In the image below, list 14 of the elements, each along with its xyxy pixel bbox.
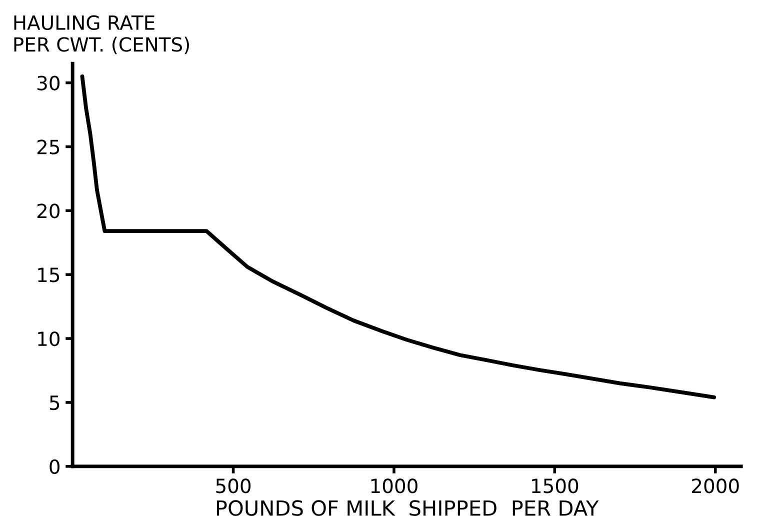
x-tick-label: 500 <box>216 478 251 494</box>
y-tick-label: 30 <box>38 76 60 90</box>
x-axis-title: POUNDS OF MILK SHIPPED PER DAY <box>216 500 599 516</box>
y-axis-title: HAULING RATE PER CWT. (CENTS) <box>14 15 189 54</box>
y-tick-label: 0 <box>50 459 60 474</box>
x-tick-label: 1000 <box>371 478 418 494</box>
y-tick-label: 15 <box>38 268 60 282</box>
y-tick-label: 20 <box>37 204 60 218</box>
y-tick-label: 25 <box>37 140 60 154</box>
y-tick-label: 10 <box>38 331 60 346</box>
x-tick-label: 2000 <box>692 478 739 494</box>
line-series <box>80 74 716 400</box>
x-tick-label: 1500 <box>532 478 578 494</box>
y-tick-label: 5 <box>50 396 60 410</box>
